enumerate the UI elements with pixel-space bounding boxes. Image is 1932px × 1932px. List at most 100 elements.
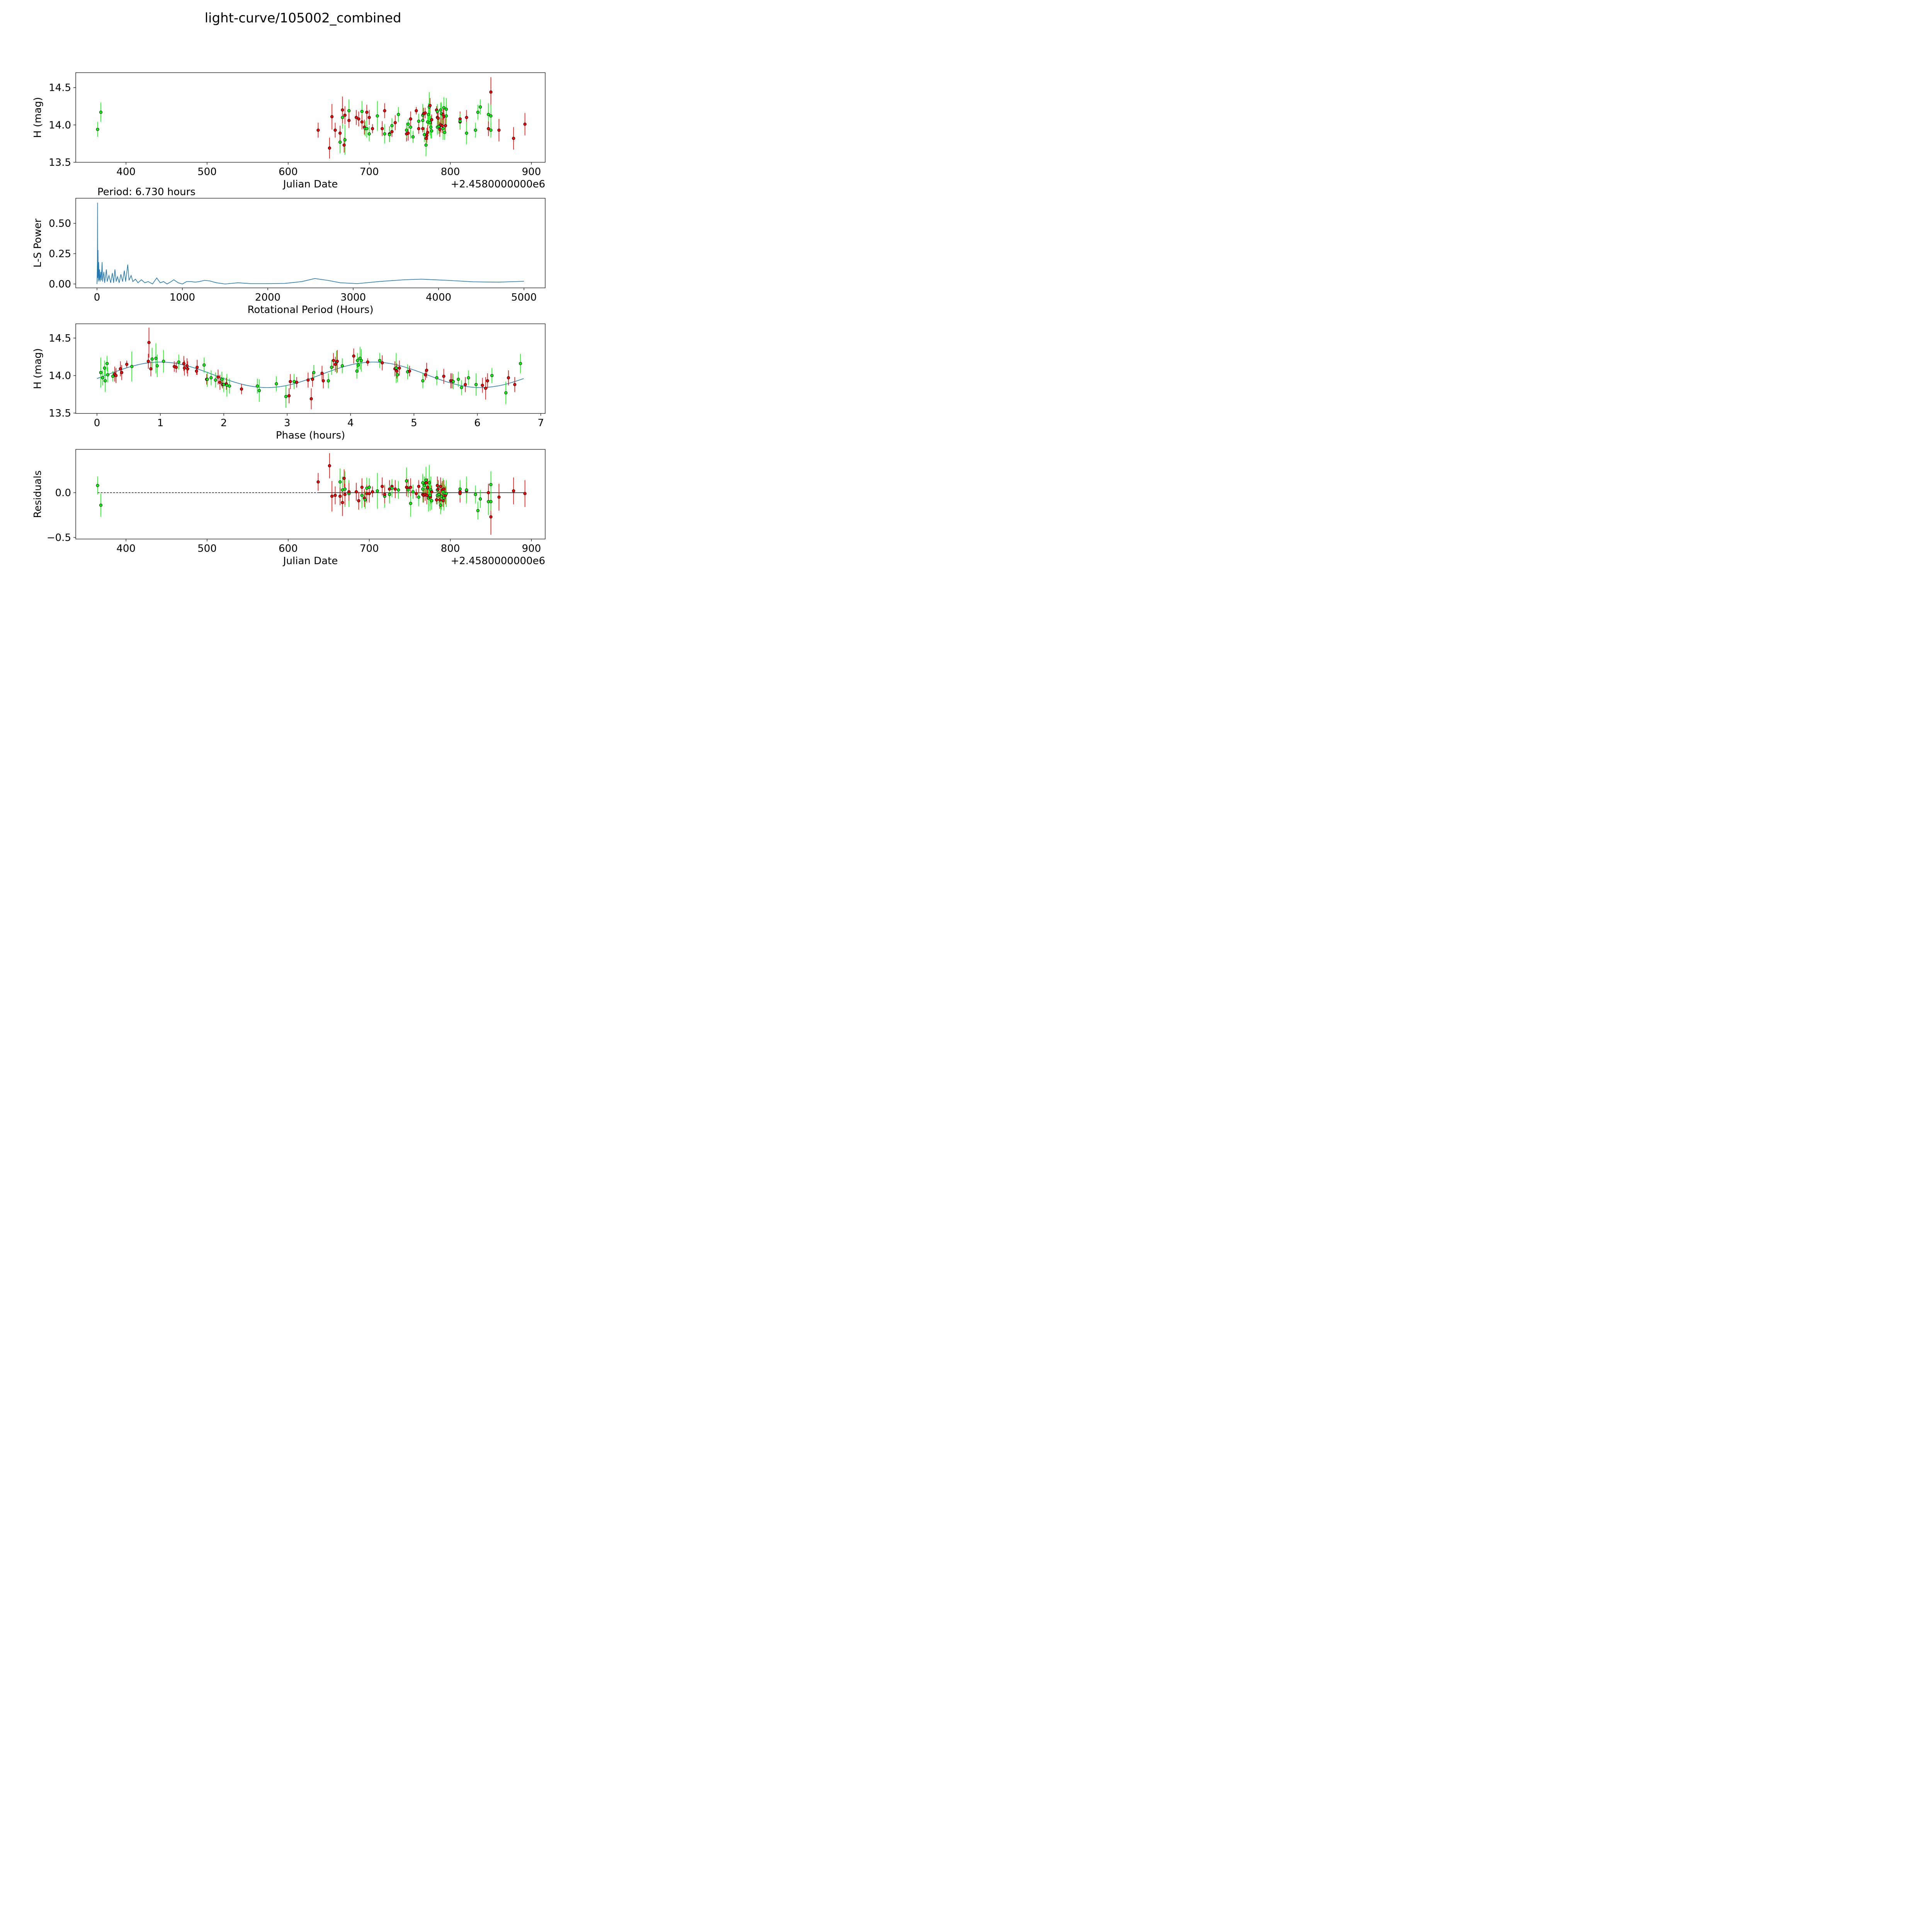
data-point	[149, 367, 153, 371]
x-tick-label: 1000	[170, 292, 195, 303]
data-point	[365, 127, 369, 131]
data-point	[316, 480, 320, 484]
data-point	[330, 495, 334, 498]
x-axis-label: Rotational Period (Hours)	[248, 304, 374, 316]
data-point	[381, 127, 384, 131]
data-point	[428, 121, 432, 124]
data-point	[365, 111, 369, 114]
data-point	[425, 493, 429, 497]
x-tick-label: 1	[157, 417, 164, 429]
x-tick-label: 400	[116, 166, 136, 178]
data-point	[512, 489, 515, 493]
y-axis-label: L-S Power	[32, 218, 44, 267]
data-point	[504, 391, 508, 395]
data-point	[474, 493, 477, 496]
data-point	[439, 485, 442, 488]
x-tick-label: 4000	[426, 292, 451, 303]
data-point	[397, 113, 400, 116]
data-point	[103, 366, 106, 370]
x-tick-label: 4	[347, 417, 354, 429]
data-point	[421, 379, 425, 383]
data-point	[120, 371, 124, 374]
data-point	[442, 487, 446, 491]
data-point	[409, 117, 412, 121]
data-point	[99, 503, 103, 507]
x-tick-label: 400	[116, 543, 136, 554]
data-point	[342, 476, 346, 480]
data-point	[489, 500, 493, 503]
data-point	[429, 126, 433, 129]
data-point	[347, 109, 351, 112]
data-point	[439, 108, 442, 112]
data-point	[442, 496, 446, 500]
data-point	[311, 378, 314, 381]
period-annotation: Period: 6.730 hours	[97, 186, 196, 198]
data-point	[476, 509, 480, 512]
data-point	[343, 138, 347, 142]
data-point	[440, 495, 443, 498]
data-point	[99, 371, 102, 374]
data-point	[327, 379, 330, 383]
data-point	[393, 487, 397, 491]
data-point	[395, 369, 399, 373]
data-point	[343, 487, 347, 491]
data-point	[430, 129, 434, 133]
y-tick-label: 14.0	[49, 370, 71, 382]
x-axis-label: Julian Date	[282, 555, 338, 567]
data-point	[104, 379, 107, 383]
data-point	[464, 383, 467, 386]
data-point	[284, 395, 288, 398]
periodogram-panel: 0 1000 2000 3000 4000 5000 0.00 0.25 0.50 Rotatio…	[32, 186, 546, 316]
x-offset-label: +2.4580000000e6	[451, 555, 545, 567]
data-point	[150, 357, 154, 361]
data-point	[390, 486, 394, 490]
residuals-panel: 400 500 600 700 800 900 −0.5 0.0 Julian Date Resi…	[32, 449, 546, 567]
x-tick-label: 2	[221, 417, 227, 429]
data-point	[398, 366, 401, 370]
data-point	[338, 480, 342, 484]
data-point	[357, 117, 361, 121]
data-point	[360, 493, 364, 497]
data-point	[440, 124, 444, 128]
data-point	[424, 481, 428, 485]
data-point	[378, 359, 381, 362]
data-point	[427, 481, 431, 485]
data-point	[487, 113, 490, 116]
data-point	[443, 131, 446, 134]
data-point	[406, 122, 410, 126]
y-tick-label: 14.5	[49, 333, 71, 344]
x-tick-label: 800	[441, 166, 460, 178]
data-point	[430, 499, 434, 503]
data-point	[328, 464, 331, 468]
x-tick-label: 0	[94, 292, 100, 303]
x-offset-label: +2.4580000000e6	[451, 179, 545, 190]
data-point	[405, 128, 408, 132]
data-point	[430, 490, 434, 493]
data-point	[430, 118, 434, 121]
x-tick-label: 800	[441, 543, 460, 554]
data-point	[383, 132, 386, 136]
data-point	[421, 127, 425, 131]
data-point	[106, 373, 109, 377]
data-point	[390, 130, 394, 133]
y-axis-label: H (mag)	[32, 348, 44, 389]
data-point	[330, 115, 334, 119]
data-point	[335, 359, 339, 363]
data-point	[381, 361, 384, 365]
data-point	[423, 373, 427, 377]
data-point	[465, 488, 468, 492]
data-point	[519, 362, 522, 365]
data-point	[295, 381, 298, 384]
data-point	[220, 378, 224, 381]
data-point	[338, 131, 342, 135]
data-point	[376, 489, 379, 493]
plot-area	[97, 202, 524, 285]
data-point	[487, 491, 490, 495]
data-point	[343, 493, 347, 496]
data-point	[347, 490, 351, 493]
data-point	[444, 492, 448, 495]
data-point	[316, 128, 320, 132]
data-point	[111, 374, 115, 378]
data-point	[354, 490, 358, 493]
data-point	[523, 122, 527, 126]
